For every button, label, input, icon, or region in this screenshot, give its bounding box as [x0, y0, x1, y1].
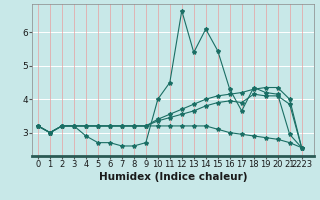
X-axis label: Humidex (Indice chaleur): Humidex (Indice chaleur): [99, 172, 247, 182]
